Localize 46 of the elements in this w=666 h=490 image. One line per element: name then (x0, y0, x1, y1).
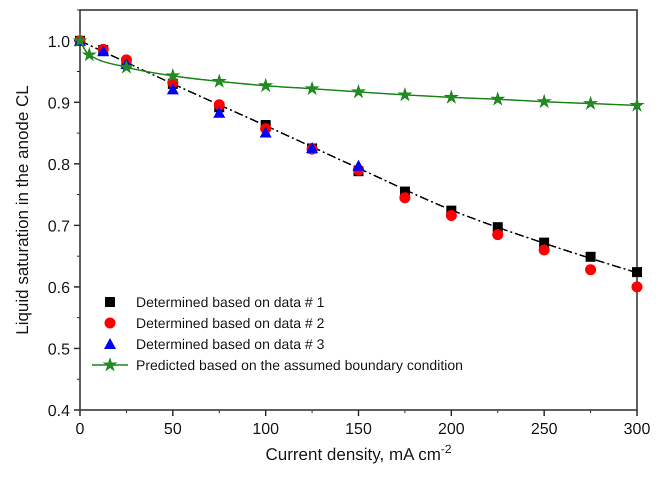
point (304, 80, 320, 96)
point (632, 281, 642, 292)
x-tick-label: 200 (438, 421, 465, 438)
y-tick-label: 0.8 (48, 156, 70, 174)
point (258, 78, 274, 92)
point (586, 252, 596, 262)
point (214, 99, 225, 110)
x-tick-label: 100 (252, 421, 280, 438)
point (492, 229, 504, 240)
point (212, 73, 227, 88)
point (166, 83, 179, 94)
legend-label: Determined based on data # 3 (136, 336, 325, 352)
x-tick-label: 50 (164, 421, 182, 438)
point (629, 97, 645, 112)
x-axis-title: Current density, mA cm$^{-2}$ (266, 442, 452, 464)
y-tick-label: 0.5 (48, 341, 70, 358)
point (118, 59, 134, 74)
legend-label: Determined based on data # 2 (136, 315, 325, 331)
y-tick-label: 0.4 (48, 403, 70, 420)
point (585, 264, 596, 276)
point (350, 84, 366, 98)
point (490, 91, 506, 106)
x-tick-label: 250 (530, 421, 558, 438)
point (260, 126, 272, 138)
point (444, 89, 459, 104)
legend-label: Determined based on data # 1 (136, 294, 325, 310)
point (397, 87, 412, 102)
y-tick-label: 1.0 (48, 34, 70, 51)
point (165, 68, 180, 82)
point (536, 94, 552, 108)
y-tick-label: 0.7 (48, 218, 70, 236)
x-tick-label: 300 (624, 421, 650, 438)
y-tick-label: 0.6 (48, 280, 70, 297)
legend-label: Predicted based on the assumed boundary condition (136, 357, 463, 373)
point (352, 160, 364, 171)
y-axis-title: Liquid saturation in the anode CL (13, 85, 32, 335)
y-tick-label: 0.9 (48, 95, 70, 112)
point (82, 47, 97, 62)
point (213, 106, 226, 118)
point (583, 96, 598, 110)
x-tick-label: 150 (345, 421, 372, 438)
point (446, 210, 457, 222)
point (538, 244, 550, 256)
point (632, 267, 642, 278)
x-tick-label: 0 (76, 421, 85, 438)
point (399, 192, 410, 204)
